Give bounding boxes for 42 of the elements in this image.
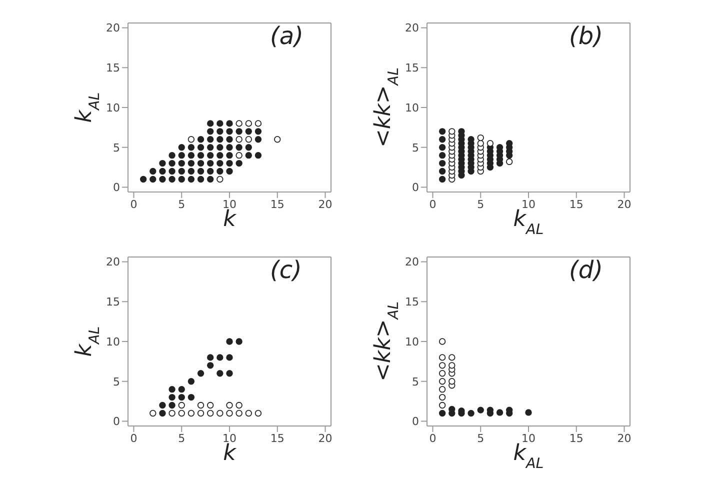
x-tick-label: 0 [130,198,138,211]
x-tick-label: 20 [318,432,332,445]
x-axis-title: k [223,441,238,466]
x-tick-label: 0 [429,198,436,211]
y-tick-label: 5 [113,375,120,388]
x-tick-label: 5 [178,432,186,445]
x-tick-label: 15 [569,432,584,445]
y-tick-label: 5 [412,141,419,154]
y-tick-label: 15 [405,62,419,75]
x-axis-title: k [223,207,238,232]
x-tick-label: 15 [569,198,584,211]
chart-title: (d) [569,256,603,284]
chart-title: (a) [270,22,304,50]
y-tick-label: 20 [106,256,120,269]
y-tick-label: 10 [106,101,120,114]
y-tick-label: 0 [412,415,419,428]
x-tick-label: 0 [130,432,138,445]
y-tick-label: 5 [412,375,419,388]
chart-title: (b) [569,22,603,50]
y-tick-label: 10 [405,101,419,114]
y-tick-label: 0 [113,415,120,428]
x-tick-label: 20 [617,432,632,445]
x-tick-label: 5 [477,198,484,211]
chart-title: (c) [270,256,302,284]
x-tick-label: 20 [617,198,632,211]
x-tick-label: 15 [270,432,284,445]
x-tick-label: 0 [429,432,436,445]
y-tick-label: 10 [405,335,419,348]
y-tick-label: 20 [106,22,120,35]
y-tick-label: 5 [113,141,120,154]
x-tick-label: 5 [178,198,186,211]
x-tick-label: 15 [270,198,284,211]
y-tick-label: 20 [405,22,419,35]
x-tick-label: 20 [318,198,332,211]
y-tick-label: 0 [412,181,419,194]
x-tick-label: 5 [477,432,484,445]
y-tick-label: 0 [113,181,120,194]
y-tick-label: 15 [405,296,419,309]
y-tick-label: 20 [405,256,419,269]
y-tick-label: 15 [106,62,120,75]
y-tick-label: 15 [106,296,120,309]
y-tick-label: 10 [106,335,120,348]
